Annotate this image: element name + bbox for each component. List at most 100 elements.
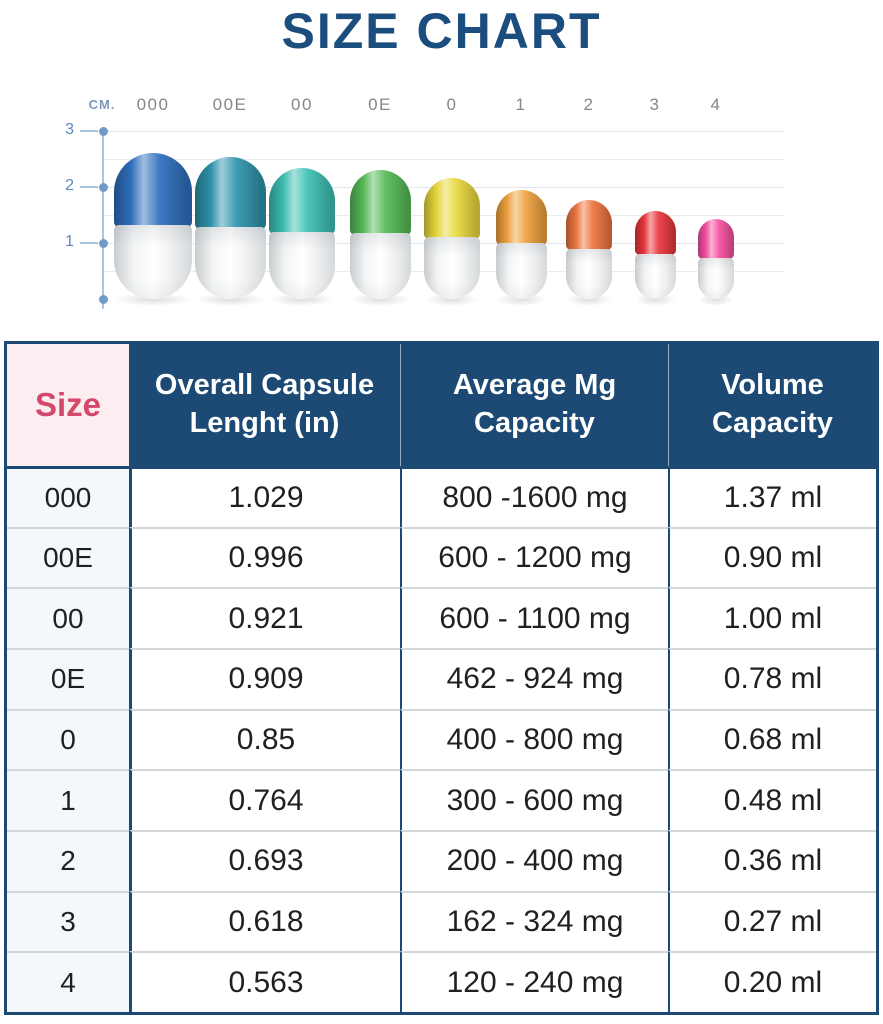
capsule-label-00: 00 [291,95,313,114]
capsule-cap-top [349,170,411,236]
cell-mg-00: 600 - 1100 mg [400,587,668,648]
cell-mg-2: 200 - 400 mg [400,830,668,891]
capsule-cap-bottom [634,254,676,299]
capsule-4 [698,219,734,306]
axis-tick-label: 3 [65,121,74,138]
col-header-size: Size [7,344,129,466]
capsule-cap-bottom [566,248,612,300]
axis-tick-label: 2 [65,177,74,194]
cell-size-3: 3 [7,890,129,952]
cell-size-0: 0 [7,708,129,770]
cell-length-2: 0.693 [129,830,400,891]
capsule-label-000: 000 [136,95,170,114]
cell-size-00E: 00E [7,526,129,588]
cell-mg-00E: 600 - 1200 mg [400,526,668,588]
capsule-cap-top [424,178,480,240]
cell-length-0: 0.85 [129,708,400,770]
capsule-cap-top [495,190,547,246]
cell-volume-000: 1.37 ml [668,466,876,527]
capsule-shadow [424,293,480,306]
capsule-cap-bottom [349,233,411,299]
cell-volume-0E: 0.78 ml [668,648,876,709]
cell-size-0E: 0E [7,648,129,709]
cell-volume-00E: 0.90 ml [668,526,876,588]
cell-mg-3: 162 - 324 mg [400,890,668,952]
capsule-000 [114,153,192,306]
cm-axis-unit-label: CM. [88,97,116,112]
capsule-shadow [269,293,335,306]
gridline [103,131,785,132]
cell-size-000: 000 [7,466,129,527]
capsule-shadow [194,293,266,306]
capsule-0E [349,170,411,306]
axis-dot [98,238,108,248]
col-header-length: Overall Capsule Lenght (in) [154,369,375,439]
capsule-label-4: 4 [710,95,722,114]
gridline [103,159,785,160]
capsule-cap-top [114,153,192,227]
capsule-cap-top [566,200,612,250]
capsule-cap-bottom [114,224,192,300]
capsule-size-table: Size Overall Capsule Lenght (in) Average… [4,341,879,1015]
capsule-size-chart: CM. 3 2 1 000 00E 00 0E 0 1 2 3 4 [0,85,883,337]
cell-length-00: 0.921 [129,587,400,648]
cell-volume-2: 0.36 ml [668,830,876,891]
cell-length-4: 0.563 [129,951,400,1012]
cell-mg-000: 800 -1600 mg [400,466,668,527]
cell-size-2: 2 [7,830,129,891]
capsule-shadow [349,293,411,306]
axis-dot [98,126,108,136]
capsule-label-1: 1 [515,95,527,114]
cell-mg-1: 300 - 600 mg [400,769,668,830]
cm-axis-line [102,129,104,309]
cell-length-1: 0.764 [129,769,400,830]
cell-length-3: 0.618 [129,890,400,952]
capsule-label-3: 3 [649,95,661,114]
capsule-label-0: 0 [446,95,458,114]
capsule-00 [269,168,335,306]
axis-tick-mark [80,242,98,244]
capsule-00E [194,157,266,306]
capsule-1 [495,190,547,306]
capsule-cap-top [269,168,335,235]
cell-volume-3: 0.27 ml [668,890,876,952]
col-header-volume: Volume Capacity [712,369,833,439]
capsule-cap-top [194,157,266,229]
axis-tick-label: 1 [65,233,74,250]
capsule-label-2: 2 [583,95,595,114]
page-title: SIZE CHART [281,3,602,59]
capsule-2 [566,200,612,306]
axis-tick-mark [80,186,98,188]
cell-length-000: 1.029 [129,466,400,527]
capsule-cap-bottom [495,243,547,299]
cell-length-00E: 0.996 [129,526,400,588]
cell-volume-1: 0.48 ml [668,769,876,830]
cell-length-0E: 0.909 [129,648,400,709]
cell-size-00: 00 [7,587,129,648]
capsule-cap-bottom [698,258,734,299]
cell-mg-4: 120 - 240 mg [400,951,668,1012]
cell-size-4: 4 [7,951,129,1012]
capsule-label-00E: 00E [212,95,248,114]
capsule-label-0E: 0E [368,95,392,114]
cell-mg-0E: 462 - 924 mg [400,648,668,709]
capsule-cap-top [698,219,734,260]
capsule-shadow [114,293,192,306]
capsule-cap-bottom [194,226,266,300]
axis-tick-mark [80,130,98,132]
cell-volume-0: 0.68 ml [668,708,876,770]
cell-volume-4: 0.20 ml [668,951,876,1012]
capsule-3 [634,211,676,306]
cell-size-1: 1 [7,769,129,830]
capsule-cap-bottom [269,232,335,299]
axis-dot [98,182,108,192]
col-header-mg: Average Mg Capacity [452,369,617,439]
cell-mg-0: 400 - 800 mg [400,708,668,770]
cell-volume-00: 1.00 ml [668,587,876,648]
capsule-cap-bottom [424,237,480,299]
capsule-shadow [495,293,547,306]
axis-dot [98,294,108,304]
capsule-0 [424,178,480,306]
capsule-cap-top [634,211,676,256]
